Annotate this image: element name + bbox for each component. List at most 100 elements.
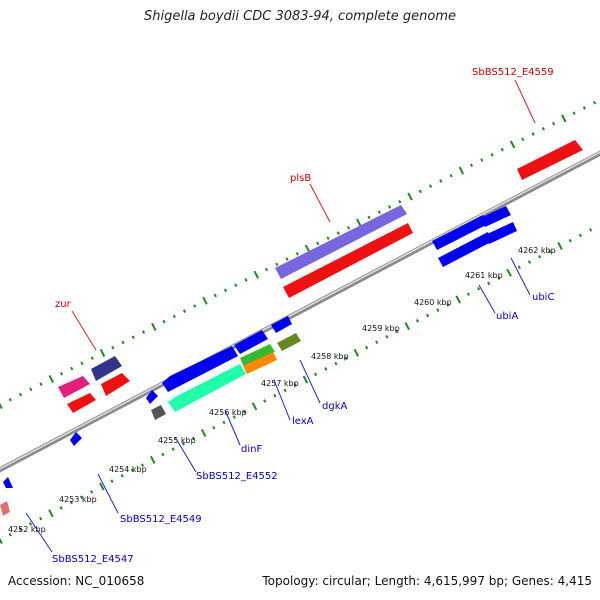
minor-tick (273, 393, 277, 398)
gene-arrow-ubiC-b[interactable] (485, 222, 517, 244)
gene-label-zur[interactable]: zur (55, 299, 72, 310)
gene-label-SbBS512_E4549[interactable]: SbBS512_E4549 (120, 514, 202, 525)
kbp-label: 4254 kbp (109, 465, 147, 474)
minor-tick (141, 330, 146, 334)
minor-tick (182, 309, 187, 313)
gene-label-ubiC[interactable]: ubiC (532, 292, 554, 303)
gene-arrow-SbBS512_E4552[interactable] (162, 346, 238, 392)
gene-arrow[interactable] (151, 405, 166, 420)
minor-tick (181, 442, 185, 446)
gene-arrow-lexA[interactable] (240, 344, 275, 367)
minor-tick (59, 506, 63, 510)
minor-tick (110, 479, 114, 483)
gene-label-dinF[interactable]: dinF (241, 444, 262, 455)
major-tick (150, 455, 156, 464)
gene-arrow[interactable] (67, 393, 96, 413)
minor-tick (121, 340, 125, 345)
gene-label-SbBS512_E4547[interactable]: SbBS512_E4547 (52, 554, 134, 565)
kbp-label: 4261 kbp (465, 271, 503, 280)
minor-tick (426, 313, 430, 318)
gene-arrow[interactable] (271, 316, 292, 333)
gene-arrow[interactable] (58, 376, 90, 398)
gene-arrow-ubiA-b[interactable] (438, 232, 493, 267)
minor-tick (582, 106, 586, 110)
gene-arrow-SbBS512_E4559[interactable] (517, 140, 583, 180)
map-title: Shigella boydii CDC 3083-94, complete ge… (143, 9, 457, 24)
minor-tick (439, 179, 443, 183)
genome-summary-text: Topology: circular; Length: 4,615,997 bp… (262, 574, 592, 588)
minor-tick (130, 468, 134, 473)
minor-tick (517, 265, 521, 270)
major-tick (506, 268, 512, 277)
minor-tick (326, 236, 330, 241)
minor-tick (8, 398, 12, 402)
label-leader-lines (25, 79, 536, 553)
minor-tick (367, 215, 371, 220)
gene-label-dgkA[interactable]: dgkA (322, 401, 347, 412)
minor-tick (578, 233, 582, 238)
gene-arrow-lexA-b[interactable] (243, 352, 277, 374)
minor-tick (568, 238, 572, 243)
gene-arrow-plsB[interactable] (283, 223, 413, 298)
gene-arrow[interactable] (0, 501, 10, 516)
minor-tick (552, 121, 556, 126)
minor-tick (500, 147, 504, 152)
major-tick (151, 322, 157, 331)
major-tick (509, 140, 516, 149)
minor-tick (548, 249, 552, 254)
gene-arrow[interactable] (3, 477, 13, 488)
gene-arrow[interactable] (234, 330, 268, 354)
gene-labels: zur plsB SbBS512_E4559 SbBS512_E4547 SbB… (52, 67, 554, 565)
minor-tick (285, 257, 289, 261)
kbp-label: 4257 kbp (261, 379, 299, 388)
gene-arrow-ubiA[interactable] (432, 215, 488, 250)
major-tick (0, 537, 3, 544)
minor-tick (223, 288, 228, 293)
major-tick (200, 429, 207, 438)
genome-backbone-highlight (0, 151, 600, 470)
gene-arrow[interactable] (91, 356, 122, 381)
minor-tick (377, 210, 381, 214)
gene-arrow[interactable] (70, 432, 82, 446)
major-tick (48, 509, 54, 518)
gene-label-plsB[interactable]: plsB (290, 173, 311, 184)
reverse-tick-track (0, 228, 593, 544)
minor-tick (497, 276, 501, 280)
minor-tick (541, 127, 545, 131)
kbp-label: 4256 kbp (209, 408, 247, 417)
minor-tick (314, 372, 318, 377)
minor-tick (527, 260, 532, 264)
minor-tick (487, 281, 491, 286)
gene-arrow[interactable] (146, 390, 158, 404)
minor-tick (79, 495, 84, 500)
forward-tick-track (0, 100, 597, 410)
minor-tick (18, 392, 23, 397)
minor-tick (387, 205, 392, 209)
major-tick (253, 270, 259, 279)
minor-tick (18, 527, 22, 532)
minor-tick (70, 366, 74, 371)
major-tick (99, 482, 105, 491)
gene-arrow-ubiC[interactable] (480, 206, 511, 227)
gene-arrow-plsB-top[interactable] (275, 205, 407, 279)
minor-tick (213, 293, 217, 298)
major-tick (99, 348, 106, 357)
minor-tick (477, 286, 481, 291)
gene-arrow-dgkA[interactable] (277, 333, 301, 351)
gene-label-ubiA[interactable]: ubiA (496, 311, 518, 322)
major-tick (0, 402, 3, 410)
gene-arrow-dinF[interactable] (168, 364, 246, 412)
major-tick (251, 402, 258, 411)
minor-tick (531, 132, 535, 136)
accession-text: Accession: NC_010658 (8, 574, 145, 588)
gene-arrow[interactable] (101, 373, 130, 396)
gene-label-SbBS512_E4552[interactable]: SbBS512_E4552 (196, 471, 278, 482)
major-tick (458, 166, 464, 175)
forward-genes (0, 140, 583, 516)
gene-label-SbBS512_E4559[interactable]: SbBS512_E4559 (472, 67, 554, 78)
genome-backbone (0, 150, 600, 473)
minor-tick (162, 319, 166, 324)
gene-label-lexA[interactable]: lexA (292, 416, 314, 427)
major-tick (302, 375, 309, 384)
minor-tick (395, 329, 399, 334)
